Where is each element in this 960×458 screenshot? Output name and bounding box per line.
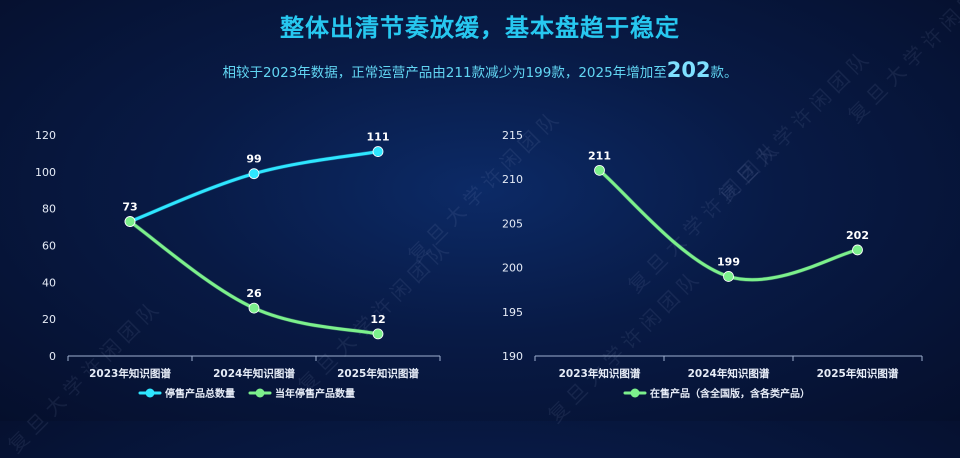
- data-point: [372, 328, 384, 340]
- data-point: [723, 271, 734, 282]
- data-point: [124, 216, 136, 227]
- x-tick-label: 2024年知识图谱: [213, 367, 295, 380]
- y-tick-label: 120: [35, 129, 56, 142]
- y-tick-label: 205: [502, 217, 523, 230]
- data-label: 202: [846, 229, 869, 242]
- legend-swatch-dot: [255, 388, 265, 398]
- y-tick-label: 0: [49, 350, 56, 363]
- charts-canvas: 0 20 40 60 80 100 120 2023年知识图谱 2024年知识图谱 2025年知识…: [35, 129, 923, 400]
- page-title: 整体出清节奏放缓，基本盘趋于稳定: [280, 14, 680, 42]
- x-tick-label: 2023年知识图谱: [559, 367, 641, 380]
- legend-swatch-dot: [145, 388, 155, 398]
- y-tick-label: 210: [502, 173, 523, 186]
- y-tick-label: 20: [42, 313, 56, 326]
- x-tick-label: 2024年知识图谱: [688, 367, 770, 380]
- data-label: 26: [246, 287, 262, 300]
- data-point: [248, 168, 260, 180]
- series-line: [128, 220, 380, 336]
- x-tick-label: 2025年知识图谱: [817, 367, 899, 380]
- y-tick-label: 100: [35, 166, 56, 179]
- legend-swatch-dot: [630, 388, 640, 398]
- data-point: [248, 302, 260, 314]
- data-point: [372, 146, 384, 157]
- y-tick-label: 80: [42, 203, 56, 216]
- data-label: 199: [717, 255, 740, 268]
- page-subtitle: 相较于2023年数据，正常运营产品由211款减少为199款，2025年增加至20…: [0, 58, 960, 82]
- subtitle-highlight: 202: [666, 58, 711, 82]
- y-tick-label: 60: [42, 240, 56, 253]
- y-tick-label: 215: [502, 129, 523, 142]
- data-label: 73: [122, 201, 137, 214]
- y-tick-label: 200: [502, 262, 523, 275]
- subtitle-suffix: 款。: [710, 65, 738, 81]
- legend-label: 停售产品总数量: [165, 387, 235, 400]
- data-label: 211: [588, 149, 611, 162]
- legend-label: 当年停售产品数量: [275, 387, 355, 400]
- data-label: 99: [246, 153, 261, 166]
- subtitle-prefix: 相较于2023年数据，正常运营产品由211款减少为199款，2025年增加至: [222, 65, 667, 81]
- legend-label: 在售产品（含全国版，含各类产品）: [650, 387, 810, 400]
- data-label: 111: [367, 131, 390, 144]
- y-tick-label: 190: [502, 350, 523, 363]
- y-tick-label: 40: [42, 276, 56, 289]
- x-tick-label: 2023年知识图谱: [89, 367, 171, 380]
- series-line-glow: [128, 219, 380, 336]
- data-point: [594, 164, 605, 176]
- x-tick-label: 2025年知识图谱: [337, 367, 419, 380]
- data-label: 12: [370, 313, 385, 326]
- y-tick-label: 195: [502, 306, 523, 319]
- data-point: [852, 244, 863, 256]
